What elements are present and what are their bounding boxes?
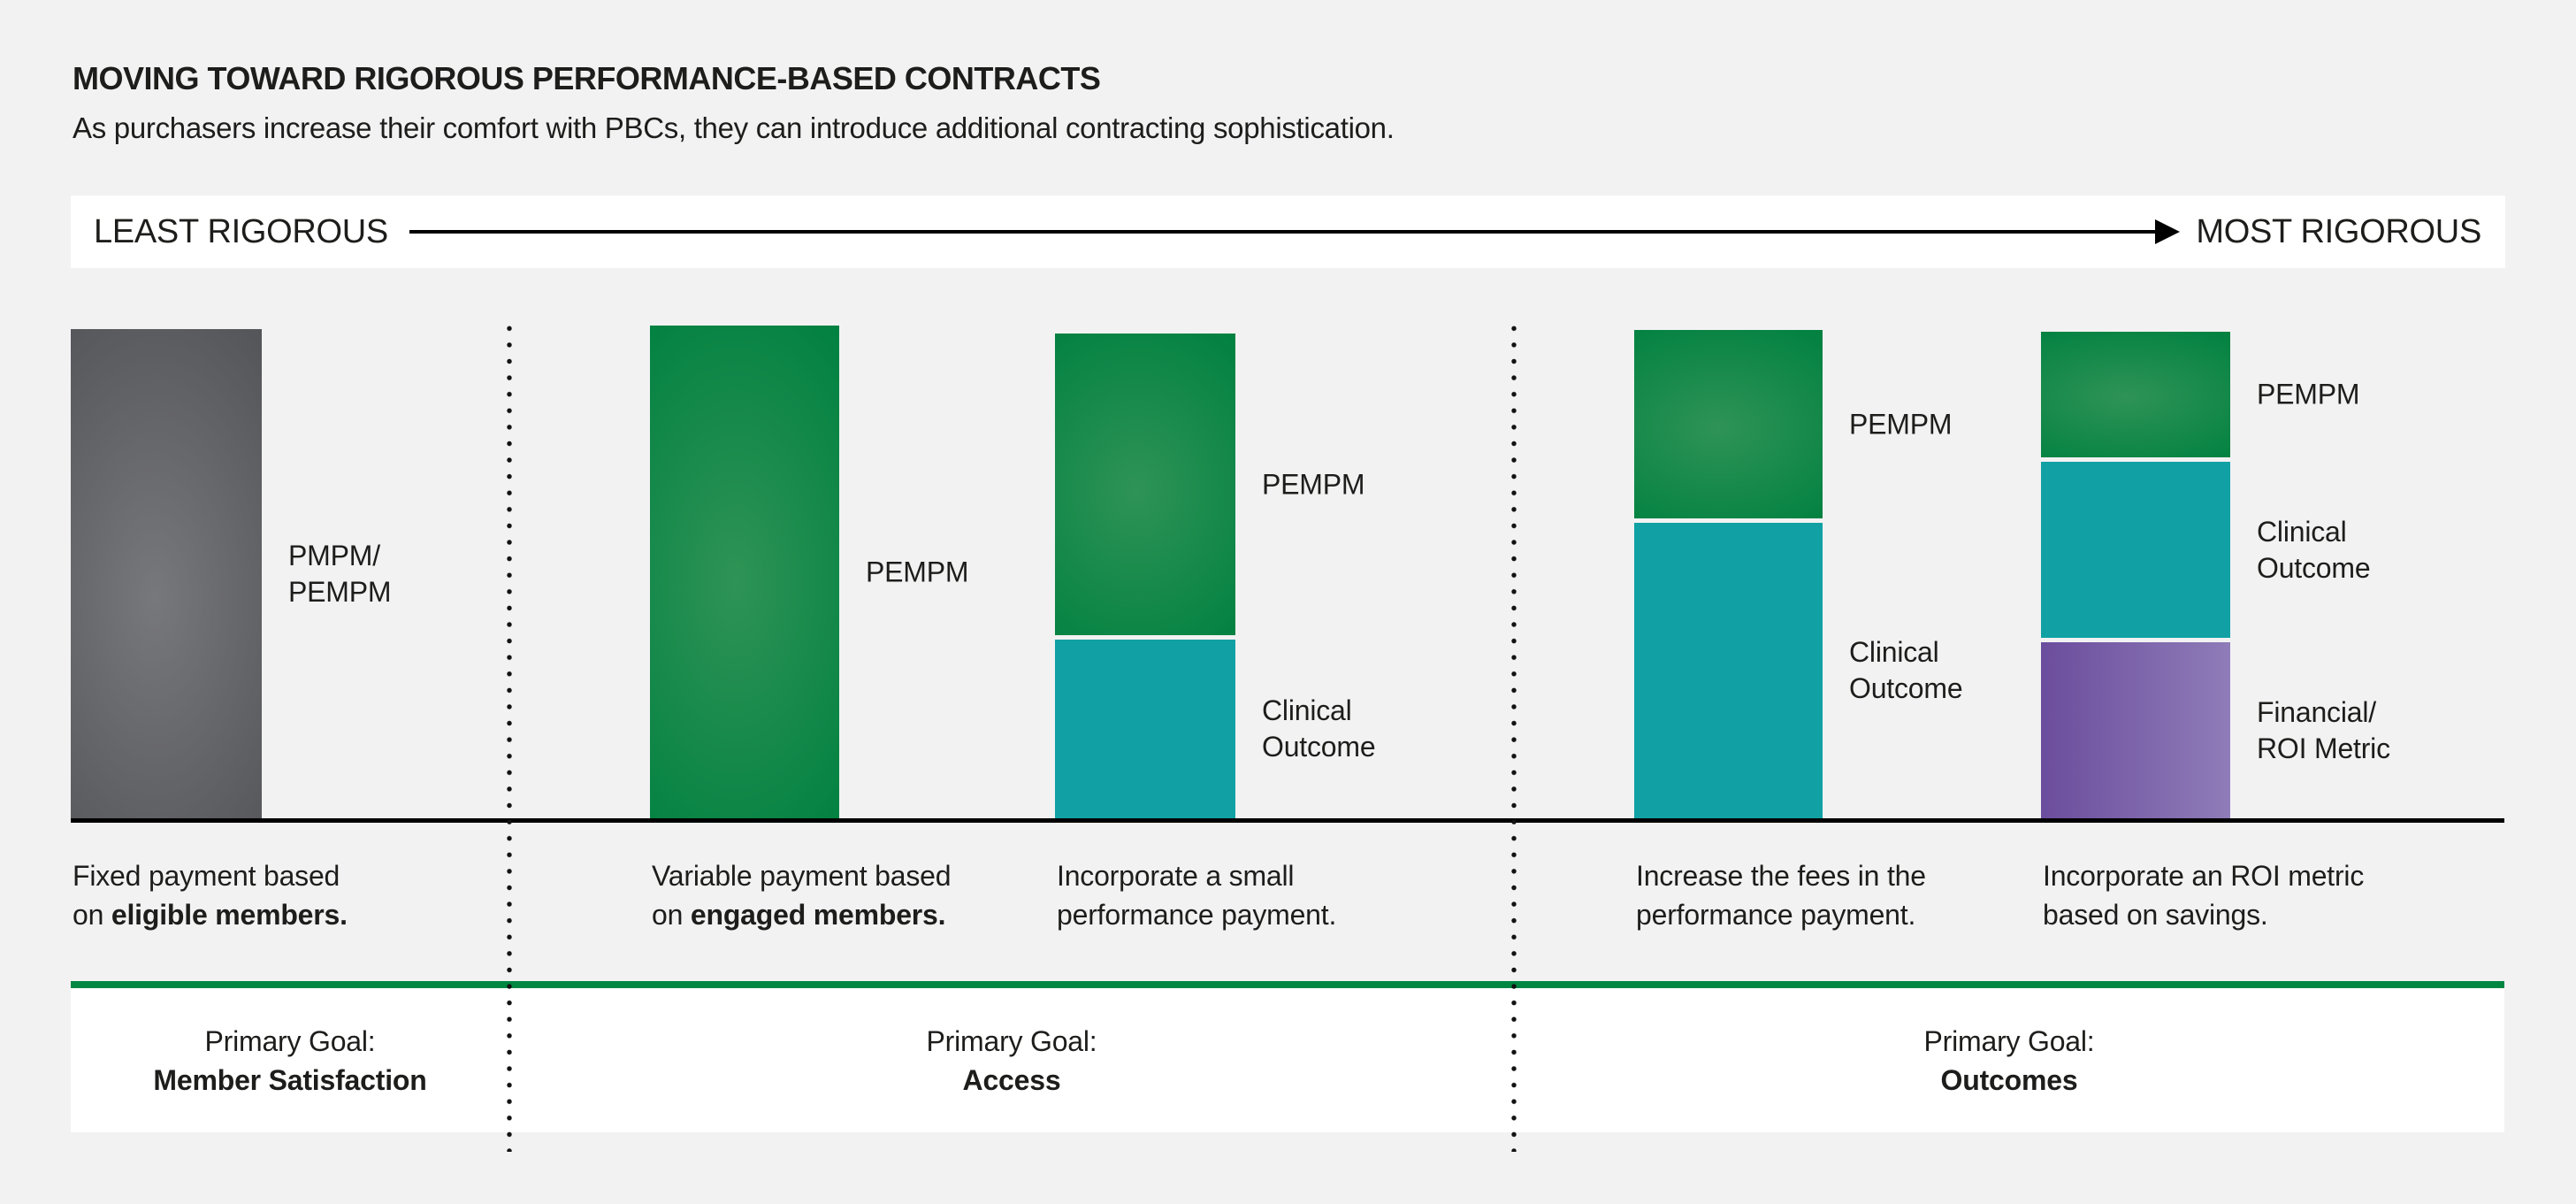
primary-goal-band bbox=[71, 988, 2504, 1132]
segment-label-column-5: PEMPM bbox=[2257, 378, 2360, 410]
segment-label-column-5: Financial/ROI Metric bbox=[2257, 695, 2390, 764]
green-divider-rule bbox=[71, 981, 2504, 988]
segment-label-column-4: PEMPM bbox=[1849, 408, 1953, 440]
column-caption-1: Fixed payment based on eligible members. bbox=[73, 860, 348, 931]
segment-label-column-2: PEMPM bbox=[866, 556, 969, 587]
column-caption-4: Increase the fees in the performance paym… bbox=[1636, 860, 1926, 931]
column-caption-2: Variable payment based on engaged members… bbox=[652, 860, 952, 931]
column-caption-3: Incorporate a small performance payment. bbox=[1057, 860, 1337, 931]
segment-label-column-3: Clinical Outcome bbox=[1262, 694, 1376, 763]
most-rigorous-label: MOST RIGOROUS bbox=[2196, 212, 2481, 250]
bar-column-2-green-segment bbox=[650, 326, 839, 818]
bar-column-4-green-segment bbox=[1634, 330, 1823, 518]
bar-column-3-teal-segment bbox=[1055, 640, 1235, 818]
bar-column-5-teal-segment bbox=[2041, 462, 2230, 638]
arrow-head-icon bbox=[2155, 219, 2181, 244]
segment-label-column-4: Clinical Outcome bbox=[1849, 636, 1963, 704]
dotted-section-divider-2 bbox=[1511, 320, 1517, 1152]
rigor-arrow bbox=[409, 219, 2181, 244]
dotted-section-divider-1 bbox=[507, 320, 512, 1152]
least-rigorous-label: LEAST RIGOROUS bbox=[94, 212, 388, 250]
primary-goal-section-3: Primary Goal: Outcomes bbox=[1923, 1024, 2095, 1096]
segment-label-column-5: Clinical Outcome bbox=[2257, 515, 2371, 584]
rigor-scale-bar: LEAST RIGOROUS MOST RIGOROUS bbox=[71, 196, 2505, 268]
column-caption-5: Incorporate an ROI metric based on saving… bbox=[2043, 860, 2365, 931]
segment-label-column-1: PMPM/PEMPM bbox=[288, 539, 392, 608]
primary-goal-section-1: Primary Goal: Member Satisfaction bbox=[153, 1024, 427, 1096]
page-title: MOVING TOWARD RIGOROUS PERFORMANCE-BASED… bbox=[73, 60, 1101, 96]
bar-column-1-gray-segment bbox=[71, 329, 262, 818]
segment-label-column-3: PEMPM bbox=[1262, 468, 1365, 500]
primary-goal-section-2: Primary Goal: Access bbox=[926, 1024, 1097, 1096]
page-subtitle: As purchasers increase their comfort wit… bbox=[73, 111, 1395, 144]
bar-column-5-green-segment bbox=[2041, 332, 2230, 457]
bar-column-5-purple-segment bbox=[2041, 642, 2230, 818]
bar-column-4-teal-segment bbox=[1634, 523, 1823, 818]
bar-column-3-green-segment bbox=[1055, 334, 1235, 635]
chart-baseline bbox=[71, 818, 2504, 823]
